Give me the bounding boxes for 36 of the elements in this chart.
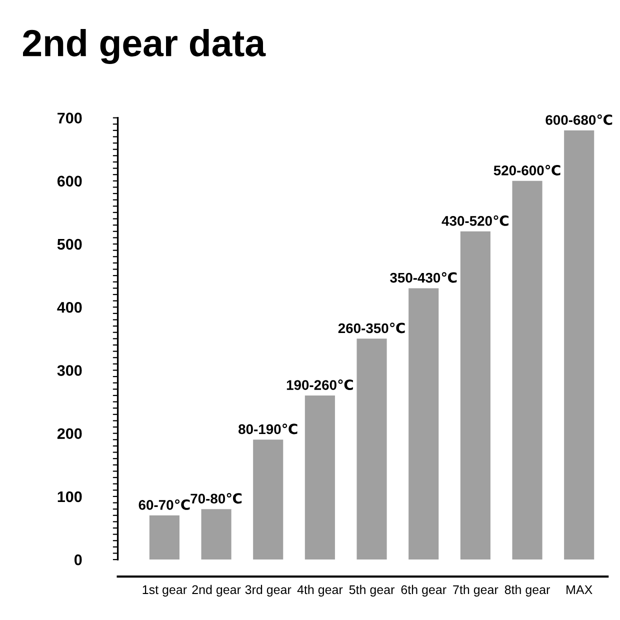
x-tick-label: 8th gear	[504, 584, 550, 597]
x-tick-label: 4th gear	[297, 584, 343, 597]
data-label: 260-350℃	[338, 322, 405, 334]
x-tick-label: 7th gear	[453, 584, 498, 597]
y-tick-label: 0	[74, 554, 82, 566]
data-label: 430-520℃	[442, 215, 508, 226]
bar	[512, 180, 542, 560]
y-tick-label: 400	[57, 302, 82, 313]
x-tick-label: MAX	[566, 585, 592, 594]
data-label: 350-430℃	[390, 272, 457, 283]
bar	[356, 338, 387, 560]
data-label: 520-600℃	[494, 164, 560, 176]
chart-title: 2nd gear data	[23, 28, 266, 64]
bar	[304, 395, 335, 560]
data-label: 190-260℃	[286, 379, 353, 390]
data-label: 600-680℃	[546, 114, 612, 125]
y-tick-label: 700	[58, 112, 82, 124]
y-tick-label: 200	[57, 428, 82, 440]
bar	[149, 515, 180, 560]
y-tick-label: 300	[57, 365, 82, 376]
x-tick-label: 1st gear	[142, 585, 187, 597]
y-tick-label: 500	[57, 238, 82, 250]
x-tick-label: 5th gear	[349, 584, 394, 597]
data-label: 70-80℃	[190, 493, 242, 504]
x-tick-label: 2nd gear	[192, 584, 241, 597]
data-label: 80-190℃	[238, 424, 298, 434]
bar	[253, 440, 284, 560]
bar	[564, 130, 594, 560]
y-tick-label: 100	[58, 491, 82, 502]
x-tick-label: 6th gear	[401, 584, 446, 597]
bar	[408, 288, 439, 560]
data-label: 60-70℃	[138, 499, 190, 510]
x-tick-label: 3rd gear	[245, 584, 292, 597]
bar	[460, 231, 490, 560]
bar	[201, 509, 232, 560]
y-tick-label: 600	[57, 176, 82, 187]
